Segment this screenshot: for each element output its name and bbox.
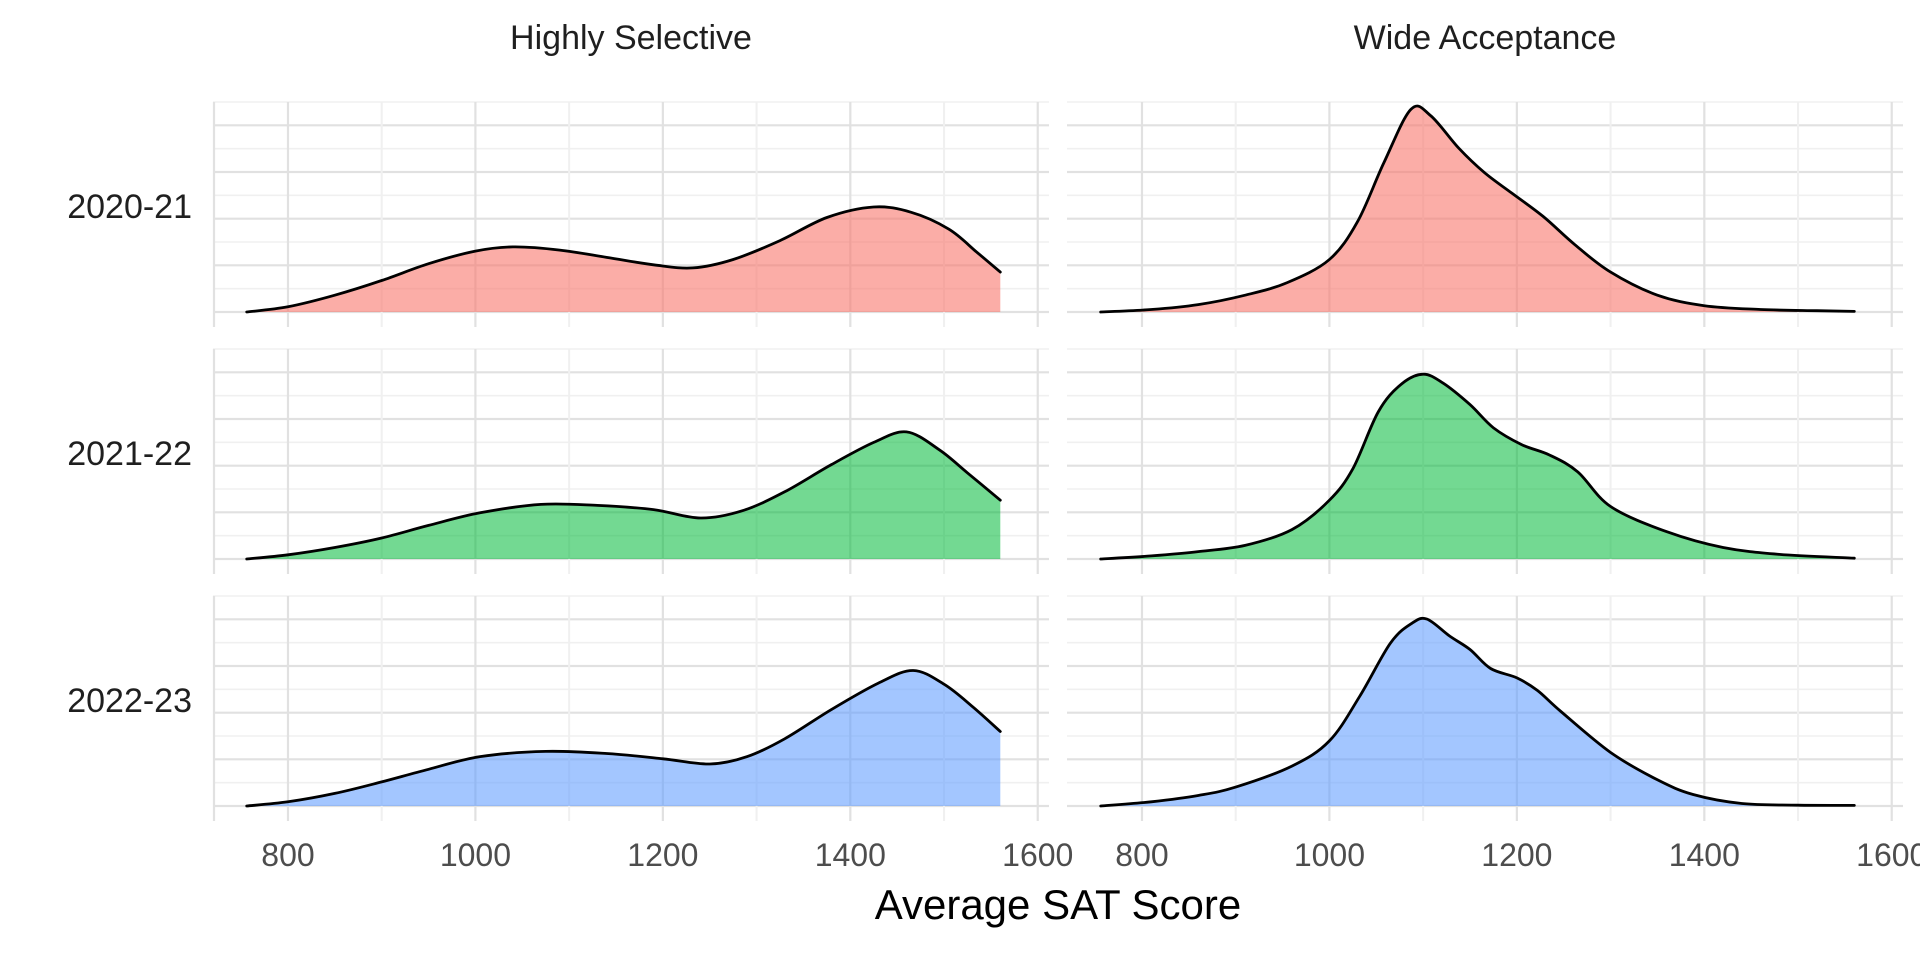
y-axis-label-2021-22: 2021-22 — [67, 435, 192, 473]
density-area-2021-22-highly-selective — [246, 431, 1001, 559]
x-tick-label: 1600 — [1002, 837, 1073, 873]
density-outline-2022-23-highly-selective — [245, 669, 1002, 808]
density-outline-2020-21-wide-acceptance — [1099, 104, 1856, 314]
density-area-2020-21-wide-acceptance — [1100, 106, 1855, 313]
density-area-2022-23-wide-acceptance — [1100, 618, 1855, 806]
x-tick-label: 1400 — [1669, 837, 1740, 873]
x-tick-label: 1200 — [627, 837, 698, 873]
density-outline-2021-22-wide-acceptance — [1099, 372, 1856, 561]
facet-title-highly-selective: Highly Selective — [510, 19, 752, 57]
facet-title-wide-acceptance: Wide Acceptance — [1353, 19, 1617, 57]
density-outline-2020-21-highly-selective — [245, 205, 1002, 314]
x-tick-label: 800 — [1115, 837, 1168, 873]
y-axis-label-2022-23: 2022-23 — [67, 682, 192, 720]
density-outline-2021-22-highly-selective — [245, 430, 1002, 561]
density-area-2022-23-highly-selective — [246, 670, 1001, 806]
x-axis-title: Average SAT Score — [874, 881, 1242, 928]
x-tick-label: 1600 — [1856, 837, 1920, 873]
x-tick-label: 1200 — [1481, 837, 1552, 873]
x-tick-label: 800 — [261, 837, 314, 873]
x-tick-label: 1000 — [440, 837, 511, 873]
y-axis-label-2020-21: 2020-21 — [67, 188, 192, 226]
density-area-2020-21-highly-selective — [246, 206, 1001, 312]
x-tick-label: 1000 — [1294, 837, 1365, 873]
density-outline-2022-23-wide-acceptance — [1099, 616, 1856, 808]
density-area-2021-22-wide-acceptance — [1100, 374, 1855, 559]
x-tick-label: 1400 — [815, 837, 886, 873]
